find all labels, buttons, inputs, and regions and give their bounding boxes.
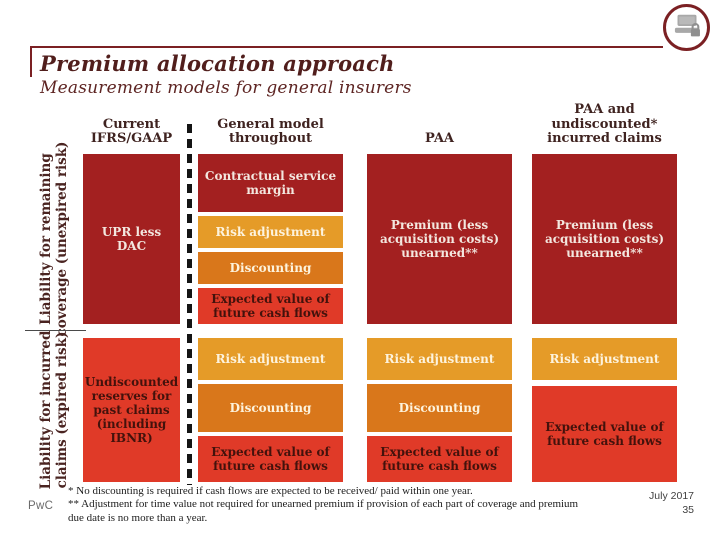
box-discounting: Discounting: [367, 384, 512, 432]
page-title: Premium allocation approach: [40, 51, 395, 76]
box-expected-value: Expected value of future cash flows: [198, 288, 343, 324]
slide-date: July 2017: [649, 490, 694, 502]
box-discounting: Discounting: [198, 384, 343, 432]
column-header-label: PAA: [424, 131, 454, 147]
box-undiscounted-reserves: Undiscounted reserves for past claims (i…: [83, 338, 180, 482]
slide-page-number: 35: [682, 504, 694, 517]
column-header-current: Current IFRS/GAAP: [83, 95, 180, 147]
frame-top-line: [30, 46, 663, 48]
footnote-two: ** Adjustment for time value not require…: [68, 498, 579, 524]
column-header-label: General model throughout: [217, 116, 324, 147]
box-premium-unearned: Premium (less acquisition costs) unearne…: [367, 154, 512, 324]
box-expected-value: Expected value of future cash flows: [198, 436, 343, 482]
row-group-label-incurred-claims: Liability for incurred claims (expired r…: [38, 330, 71, 490]
slide-meta: July 2017 35: [649, 489, 694, 517]
box-premium-unearned: Premium (less acquisition costs) unearne…: [532, 154, 677, 324]
column-header-label: PAA and undiscounted* incurred claims: [547, 102, 662, 147]
box-risk-adjustment: Risk adjustment: [367, 338, 512, 380]
page-subtitle: Measurement models for general insurers: [40, 78, 412, 98]
box-risk-adjustment: Risk adjustment: [198, 338, 343, 380]
box-upr-less-dac: UPR less DAC: [83, 154, 180, 324]
cell-remaining-current: UPR less DAC: [83, 154, 180, 324]
pwc-logo: PwC: [28, 500, 54, 512]
cell-remaining-paa: Premium (less acquisition costs) unearne…: [367, 154, 512, 324]
column-header-paa-undiscounted: PAA and undiscounted* incurred claims: [532, 95, 677, 147]
footnotes-block: * No discounting is required if cash flo…: [68, 485, 584, 525]
cell-incurred-general: Risk adjustment Discounting Expected val…: [198, 338, 343, 482]
dashed-column-divider: [187, 124, 192, 485]
box-contractual-service-margin: Contractual service margin: [198, 154, 343, 212]
frame-left-line: [30, 46, 32, 77]
box-risk-adjustment: Risk adjustment: [532, 338, 677, 380]
box-risk-adjustment: Risk adjustment: [198, 216, 343, 248]
cell-incurred-paa-undiscounted: Risk adjustment Expected value of future…: [532, 338, 677, 482]
cell-remaining-general: Contractual service margin Risk adjustme…: [198, 154, 343, 324]
laptop-lock-icon: [668, 7, 706, 49]
secure-device-badge: [663, 4, 710, 51]
cell-incurred-current: Undiscounted reserves for past claims (i…: [83, 338, 180, 482]
cell-incurred-paa: Risk adjustment Discounting Expected val…: [367, 338, 512, 482]
box-expected-value: Expected value of future cash flows: [532, 386, 677, 482]
row-group-divider-line: [25, 330, 86, 331]
footnote-one: * No discounting is required if cash flo…: [68, 485, 473, 497]
cell-remaining-paa-undiscounted: Premium (less acquisition costs) unearne…: [532, 154, 677, 324]
box-expected-value: Expected value of future cash flows: [367, 436, 512, 482]
column-header-general-model: General model throughout: [198, 95, 343, 147]
column-header-paa: PAA: [367, 95, 512, 147]
column-header-label: Current IFRS/GAAP: [90, 116, 173, 147]
box-discounting: Discounting: [198, 252, 343, 284]
